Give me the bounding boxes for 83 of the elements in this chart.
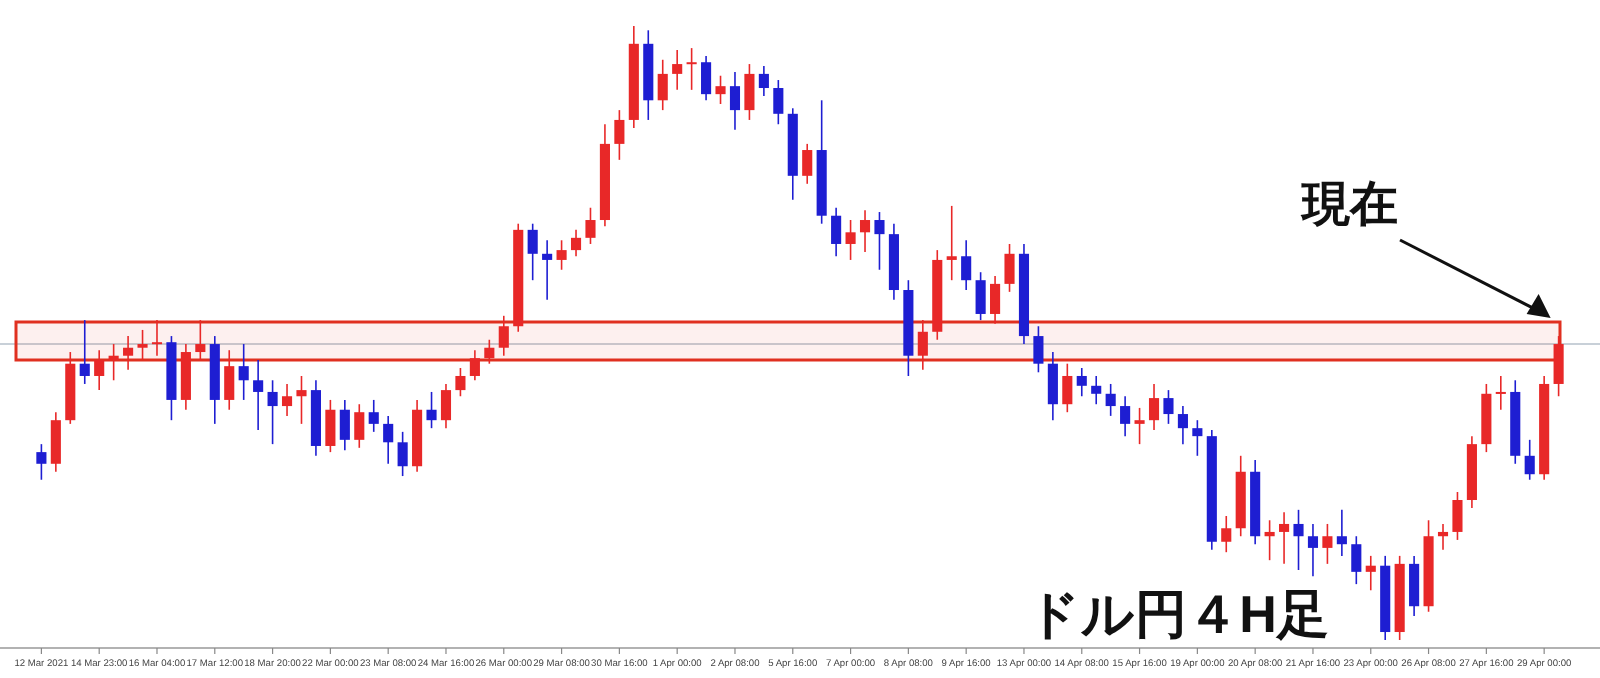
candlestick — [1307, 523, 1319, 577]
candlestick — [1091, 375, 1102, 406]
candlestick — [831, 206, 842, 258]
annotation: ドル円４H足 — [1027, 584, 1329, 644]
candlestick — [845, 219, 856, 261]
candlestick — [556, 239, 567, 271]
candlestick — [368, 399, 379, 433]
candlestick — [484, 338, 495, 365]
annotation: 現在 — [1300, 178, 1398, 232]
candlestick — [79, 319, 90, 385]
candlestick — [946, 205, 957, 281]
candlestick — [151, 319, 163, 357]
candlestick — [1524, 439, 1535, 481]
candlestick — [1163, 389, 1174, 425]
candlestick — [729, 71, 741, 131]
candlestick — [253, 359, 264, 431]
candlestick — [1004, 243, 1015, 293]
candlestick — [1221, 515, 1232, 553]
candlestick — [961, 239, 972, 291]
candlestick — [50, 411, 61, 473]
candlestick — [917, 319, 928, 371]
candlestick — [1553, 335, 1564, 398]
candlestick — [296, 375, 307, 425]
candlestick — [585, 206, 596, 245]
candlestick — [1279, 511, 1290, 565]
candlestick — [1177, 405, 1188, 445]
candlestick — [874, 211, 885, 271]
candlestick — [975, 271, 986, 321]
candlestick — [542, 239, 553, 301]
candlestick — [570, 229, 582, 258]
candlestick — [455, 367, 466, 398]
candlestick — [1322, 523, 1333, 565]
candlestick — [383, 415, 394, 465]
candlestick — [1047, 351, 1058, 421]
candlestick — [238, 343, 249, 401]
candlestick — [426, 391, 437, 429]
candlestick — [498, 315, 509, 357]
candlestick — [180, 343, 191, 411]
candlestick — [527, 222, 538, 281]
candlestick — [1148, 383, 1160, 431]
candlestick — [397, 431, 408, 477]
candlestick — [1033, 325, 1044, 374]
candlestick — [195, 319, 206, 361]
candlestick — [1264, 519, 1275, 561]
candlestick — [1105, 383, 1116, 417]
candlestick — [1409, 555, 1420, 617]
candlestick — [715, 74, 726, 105]
candlestick — [802, 143, 813, 185]
candlestick — [1192, 419, 1203, 457]
candlestick — [614, 109, 625, 161]
candlestick — [469, 349, 480, 382]
candlestick — [339, 399, 350, 452]
candlestick — [1134, 407, 1145, 445]
candlestick — [1293, 509, 1304, 571]
candlestick — [758, 65, 769, 97]
candlestick — [325, 399, 336, 453]
candlestick — [281, 383, 293, 417]
candlestick — [123, 335, 134, 371]
candlestick — [701, 55, 712, 102]
candlestick — [657, 58, 668, 111]
candlestick — [137, 329, 148, 361]
candlestick — [990, 275, 1001, 325]
candlestick — [744, 63, 755, 121]
candlestick — [1437, 523, 1449, 551]
candlestick — [440, 383, 452, 429]
candlestick — [1351, 535, 1362, 585]
candlestick — [36, 443, 47, 481]
candlestick — [354, 403, 365, 449]
candlestick — [1076, 367, 1087, 398]
candlestick — [1365, 555, 1376, 592]
candlestick — [859, 209, 871, 253]
candlestick — [773, 79, 784, 126]
candlestick — [267, 379, 278, 445]
candlestick — [1452, 491, 1463, 541]
candlestick — [94, 349, 105, 391]
candlestick — [672, 49, 683, 91]
candlestick — [1495, 375, 1506, 411]
candlestick — [1120, 395, 1131, 437]
candlestick — [1062, 362, 1073, 414]
candlestick — [108, 343, 119, 382]
candlestick — [224, 349, 235, 411]
candlestick — [1336, 509, 1347, 557]
candlestick — [686, 47, 697, 91]
